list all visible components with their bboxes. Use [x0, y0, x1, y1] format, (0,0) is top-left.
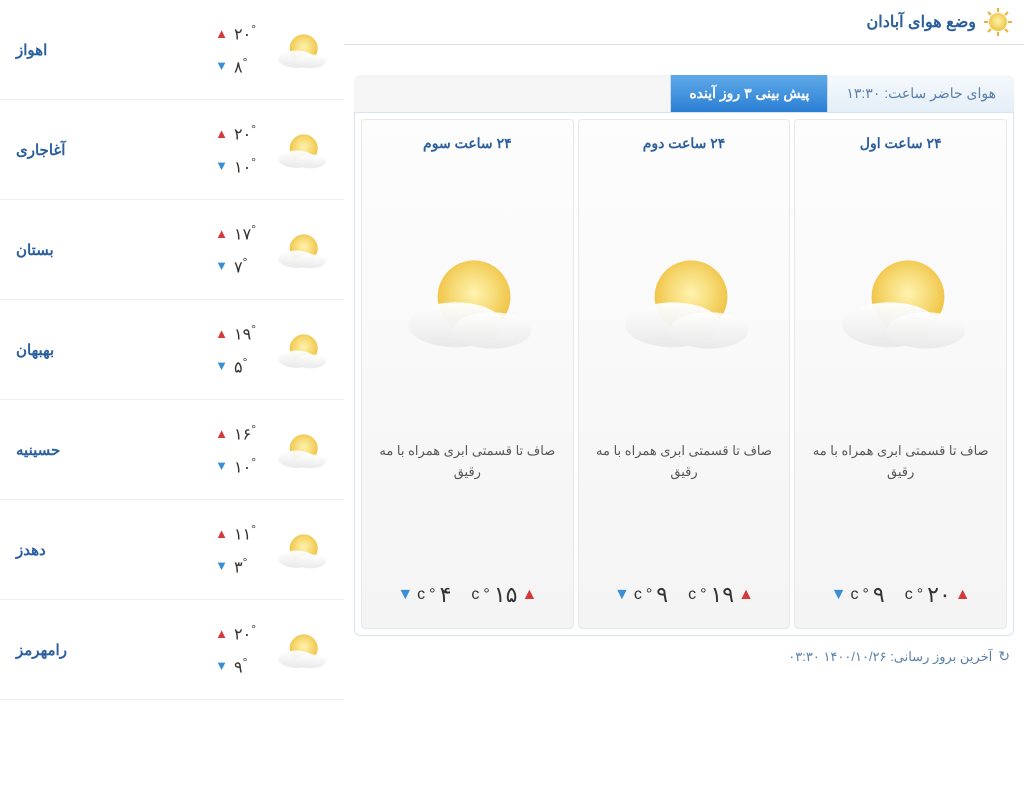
city-name: دهدز	[16, 541, 46, 559]
city-name: رامهرمز	[16, 641, 67, 659]
temp-low: ▼ c ° ۴	[397, 582, 451, 608]
partly-cloudy-icon	[274, 623, 328, 677]
partly-cloudy-icon	[274, 123, 328, 177]
temp-high: c ° ۱۵ ▲	[471, 582, 537, 608]
partly-cloudy-icon	[274, 23, 328, 77]
partly-cloudy-icon	[614, 231, 754, 371]
forecast-desc: صاف تا قسمتی ابری همراه با مه رقیق	[803, 441, 998, 483]
city-name: بهبهان	[16, 341, 54, 359]
last-update-text: آخرین بروز رسانی: ۱۴۰۰/۱۰/۲۶ ۰۳:۳۰	[788, 649, 992, 665]
partly-cloudy-icon	[397, 231, 537, 371]
temp-unit: c	[851, 586, 859, 604]
city-item[interactable]: ▲۱۶° ▼۱۰° حسینیه	[0, 400, 344, 500]
partly-cloudy-icon	[274, 423, 328, 477]
city-temp-low: ▼ ۸°	[215, 55, 247, 77]
tab-current[interactable]: هوای حاضر ساعت: ۱۳:۳۰	[827, 75, 1014, 112]
city-temps: ▲ ۲۰° ▼ ۸°	[215, 22, 256, 77]
city-name: بستان	[16, 241, 54, 259]
forecast-panel: وضع هوای آبادان هوای حاضر ساعت: ۱۳:۳۰ پی…	[344, 0, 1024, 800]
arrow-up-icon: ▲	[215, 426, 228, 441]
temp-unit: c	[905, 586, 913, 604]
partly-cloudy-icon	[274, 323, 328, 377]
arrow-up-icon: ▲	[955, 586, 971, 604]
sun-icon	[984, 8, 1012, 36]
forecast-desc: صاف تا قسمتی ابری همراه با مه رقیق	[587, 441, 782, 483]
temp-high-value: ۲۰	[927, 582, 951, 608]
temp-high: c ° ۱۹ ▲	[688, 582, 754, 608]
forecast-temps: ▼ c ° ۴ c ° ۱۵ ▲	[370, 582, 565, 608]
forecast-desc: صاف تا قسمتی ابری همراه با مه رقیق	[370, 441, 565, 483]
city-item[interactable]: ▲۱۷° ▼۷° بستان	[0, 200, 344, 300]
temp-low: ▼ c ° ۹	[831, 582, 885, 608]
city-name: حسینیه	[16, 441, 60, 459]
panel-header: وضع هوای آبادان	[344, 0, 1024, 45]
temp-low-value: ۴	[440, 582, 452, 608]
city-item[interactable]: ▲ ۲۰° ▼ ۸° اهواز	[0, 0, 344, 100]
temp-low-value: ۹	[873, 582, 885, 608]
tabs: هوای حاضر ساعت: ۱۳:۳۰ پیش بینی ۳ روز آین…	[354, 75, 1014, 112]
city-temp-high: ▲ ۲۰°	[215, 22, 256, 44]
arrow-up-icon: ▲	[215, 126, 228, 141]
page-title: وضع هوای آبادان	[867, 12, 976, 32]
temp-high-value: ۱۹	[710, 582, 734, 608]
city-item[interactable]: ▲۱۹° ▼۵° بهبهان	[0, 300, 344, 400]
city-item[interactable]: ▲۱۱° ▼۳° دهدز	[0, 500, 344, 600]
refresh-icon: ↻	[998, 648, 1010, 665]
forecast-card-1: ۲۴ ساعت اول صاف تا قسمتی ابری همراه با م…	[794, 119, 1007, 629]
temp-high-value: ۱۵	[494, 582, 518, 608]
arrow-down-icon: ▼	[215, 658, 228, 673]
arrow-down-icon: ▼	[397, 586, 413, 604]
forecast-title: ۲۴ ساعت دوم	[643, 135, 726, 152]
forecast-container: ۲۴ ساعت اول صاف تا قسمتی ابری همراه با م…	[354, 112, 1014, 636]
partly-cloudy-icon	[274, 523, 328, 577]
forecast-card-3: ۲۴ ساعت سوم صاف تا قسمتی ابری همراه با م…	[361, 119, 574, 629]
forecast-card-2: ۲۴ ساعت دوم صاف تا قسمتی ابری همراه با م…	[578, 119, 791, 629]
arrow-up-icon: ▲	[215, 526, 228, 541]
arrow-down-icon: ▼	[215, 458, 228, 473]
arrow-up-icon: ▲	[215, 226, 228, 241]
arrow-up-icon: ▲	[738, 586, 754, 604]
arrow-down-icon: ▼	[831, 586, 847, 604]
forecast-temps: ▼ c ° ۹ c ° ۲۰ ▲	[803, 582, 998, 608]
city-name: آغاجاری	[16, 141, 65, 159]
arrow-up-icon: ▲	[215, 626, 228, 641]
temp-high: c ° ۲۰ ▲	[905, 582, 971, 608]
arrow-up-icon: ▲	[521, 586, 537, 604]
arrow-down-icon: ▼	[215, 58, 228, 73]
city-item[interactable]: ▲۲۰° ▼۱۰° آغاجاری	[0, 100, 344, 200]
last-update: ↻ آخرین بروز رسانی: ۱۴۰۰/۱۰/۲۶ ۰۳:۳۰	[344, 648, 1010, 665]
partly-cloudy-icon	[274, 223, 328, 277]
arrow-down-icon: ▼	[215, 358, 228, 373]
forecast-temps: ▼ c ° ۹ c ° ۱۹ ▲	[587, 582, 782, 608]
arrow-up-icon: ▲	[215, 26, 228, 41]
city-item[interactable]: ▲۲۰° ▼۹° رامهرمز	[0, 600, 344, 700]
city-list: ▲ ۲۰° ▼ ۸° اهواز ▲۲۰° ▼۱۰° آغاجاری	[0, 0, 344, 800]
tab-forecast[interactable]: پیش بینی ۳ روز آینده	[670, 75, 827, 112]
partly-cloudy-icon	[831, 231, 971, 371]
arrow-down-icon: ▼	[215, 558, 228, 573]
temp-low: ▼ c ° ۹	[614, 582, 668, 608]
arrow-up-icon: ▲	[215, 326, 228, 341]
forecast-title: ۲۴ ساعت سوم	[423, 135, 512, 152]
temp-low-value: ۹	[656, 582, 668, 608]
city-name: اهواز	[16, 41, 47, 59]
arrow-down-icon: ▼	[215, 258, 228, 273]
arrow-down-icon: ▼	[614, 586, 630, 604]
forecast-title: ۲۴ ساعت اول	[860, 135, 942, 152]
arrow-down-icon: ▼	[215, 158, 228, 173]
